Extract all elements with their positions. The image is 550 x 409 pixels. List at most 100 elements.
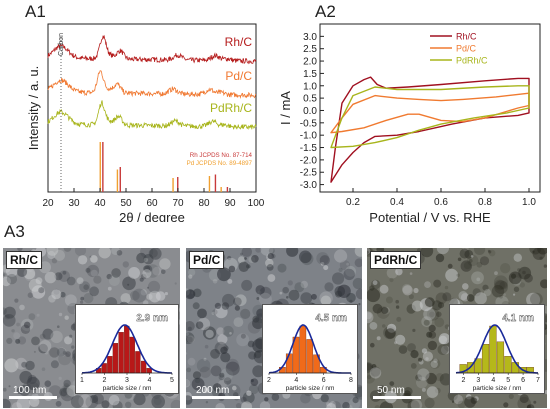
- tem-particle: [3, 276, 11, 287]
- tem-particle: [93, 275, 102, 284]
- tem-particle: [151, 394, 165, 408]
- tem-particle: [491, 285, 505, 298]
- tem-particle: [242, 391, 255, 404]
- tem-particle: [367, 248, 371, 255]
- tem-particle: [227, 255, 232, 261]
- tem-particle: [4, 358, 19, 373]
- tem-particle: [3, 306, 16, 319]
- tem-particle: [376, 385, 387, 395]
- tem-particle: [170, 399, 180, 408]
- tem-particle: [458, 291, 468, 301]
- tem-particle: [58, 376, 62, 380]
- tem-particle: [468, 259, 473, 263]
- x-tick-label: 50: [120, 198, 132, 209]
- tem-particle: [199, 366, 211, 378]
- tem-particle: [540, 279, 547, 289]
- tem-particle: [345, 265, 356, 277]
- tem-particle: [116, 250, 123, 256]
- cv-series-rh-c: [330, 76, 530, 183]
- tem-image-pdrh: PdRh/C 50 nm 2 3 4 5 6 7 particle size / nm 4.1…: [367, 248, 547, 408]
- tem-particle: [462, 283, 469, 290]
- tem-particle: [517, 268, 521, 272]
- tem-particle: [186, 336, 193, 343]
- tem-particle: [423, 319, 430, 326]
- tem-particle: [11, 329, 15, 333]
- tem-particle: [44, 380, 52, 387]
- x-tick-label: 20: [42, 198, 54, 209]
- tem-particle: [64, 315, 69, 320]
- x-tick-label: 0.2: [346, 197, 360, 208]
- histogram-bar: [101, 363, 107, 374]
- tem-particle: [435, 292, 448, 305]
- xrd-series-pdrh-c: [47, 100, 257, 131]
- tem-particle: [80, 300, 84, 304]
- size-histogram-pd: 2 4 6 8 particle size / nm 4.5 nm: [262, 304, 358, 394]
- tem-particle: [140, 273, 147, 280]
- tem-particle: [539, 256, 543, 260]
- tem-particle: [212, 279, 218, 284]
- tem-particle: [300, 252, 314, 266]
- tem-particle: [407, 343, 416, 352]
- tem-particle: [51, 289, 62, 300]
- tem-particle: [472, 288, 481, 297]
- histogram-bar: [285, 353, 293, 374]
- tem-particle: [220, 352, 231, 363]
- tem-particle: [437, 302, 445, 309]
- histogram-x-label: particle size / nm: [286, 385, 335, 392]
- tem-particle: [232, 385, 237, 391]
- tem-particle: [16, 387, 23, 394]
- tem-particle: [382, 324, 386, 328]
- tem-particle: [256, 297, 260, 300]
- tem-particle: [188, 268, 196, 276]
- tem-particle: [39, 261, 51, 274]
- x-tick-label: 2: [462, 377, 466, 384]
- tem-particle: [320, 262, 325, 266]
- scale-bar: [9, 396, 57, 399]
- tem-particle: [456, 273, 460, 277]
- tem-particle: [438, 335, 448, 345]
- tem-particle: [226, 358, 239, 372]
- tem-particle: [19, 304, 25, 311]
- tem-particle: [211, 311, 215, 315]
- tem-particle: [444, 285, 449, 290]
- tem-particle: [217, 334, 228, 345]
- tem-particle: [417, 368, 430, 381]
- tem-particle: [508, 271, 522, 285]
- tem-particle: [186, 392, 192, 401]
- tem-particle: [381, 307, 389, 314]
- tem-particle: [413, 287, 419, 294]
- tem-particle: [426, 308, 440, 321]
- tem-particle: [439, 373, 452, 386]
- tem-particle: [259, 401, 271, 408]
- tem-particle: [453, 394, 463, 405]
- tem-particle: [197, 308, 207, 319]
- tem-particle: [44, 271, 57, 284]
- size-histogram-pdrh: 2 3 4 5 6 7 particle size / nm 4.1 nm: [449, 304, 545, 394]
- tem-tag-rh: Rh/C: [6, 251, 42, 269]
- tem-particle: [342, 401, 350, 408]
- xrd-series-label: PdRh/C: [210, 101, 252, 115]
- tem-particle: [279, 291, 283, 295]
- tem-particle: [59, 388, 68, 397]
- tem-particle: [56, 347, 66, 357]
- tem-particle: [147, 286, 149, 289]
- x-tick-label: 0.6: [434, 197, 448, 208]
- tem-particle: [424, 297, 435, 308]
- tem-particle: [409, 272, 413, 275]
- tem-particle: [222, 293, 235, 307]
- histogram-bar: [118, 332, 124, 374]
- tem-particle: [140, 289, 147, 296]
- tem-particle: [143, 257, 149, 263]
- tem-particle: [483, 288, 492, 297]
- cv-plot-frame: [319, 23, 541, 193]
- tem-particle: [204, 344, 209, 349]
- tem-particle: [467, 254, 479, 267]
- histogram-bar: [306, 339, 313, 374]
- tem-particle: [69, 334, 73, 338]
- histogram-bar: [129, 336, 135, 374]
- histogram-bar: [481, 344, 490, 374]
- tem-particle: [343, 268, 355, 281]
- tem-particle: [299, 250, 312, 264]
- tem-particle: [442, 292, 452, 302]
- tem-particle: [402, 285, 413, 296]
